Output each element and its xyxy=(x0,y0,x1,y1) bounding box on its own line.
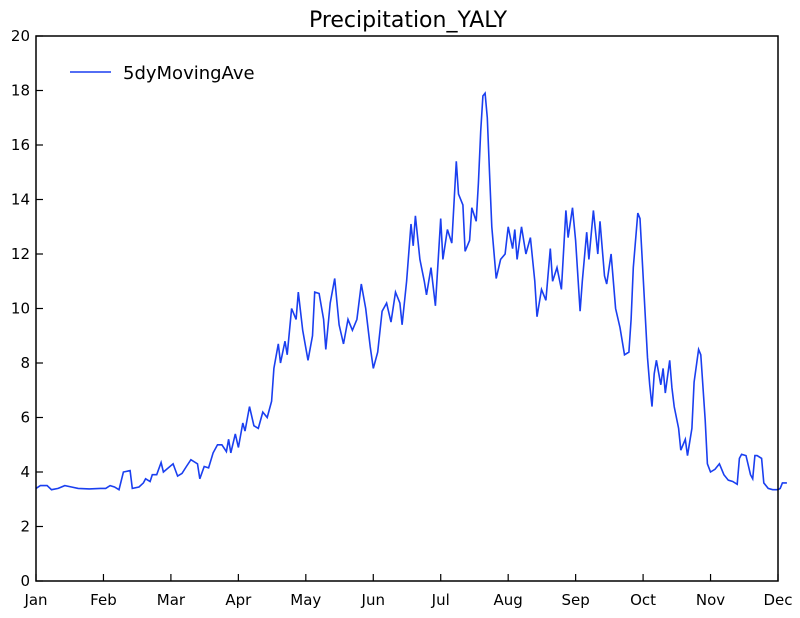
chart-title: Precipitation_YALY xyxy=(309,8,508,33)
x-axis: Jan Feb Mar Apr May Jun Jul Aug Sep Oct Nov Dec xyxy=(23,574,793,609)
y-axis: 0 2 4 6 8 10 12 14 16 18 20 xyxy=(11,27,43,590)
y-tick-label: 14 xyxy=(11,191,30,209)
y-tick-label: 18 xyxy=(11,82,30,100)
x-tick-label-dec: Dec xyxy=(763,591,792,609)
x-tick-label-jul: Jul xyxy=(431,591,450,609)
y-tick-label: 8 xyxy=(20,354,30,372)
plot-frame xyxy=(35,35,779,582)
x-tick-label-sep: Sep xyxy=(561,591,589,609)
x-tick-label-may: May xyxy=(290,591,321,609)
x-tick-label-jan: Jan xyxy=(23,591,47,609)
series-line-5dymovingave xyxy=(35,91,787,491)
y-tick-label: 20 xyxy=(11,27,30,45)
y-tick-label: 6 xyxy=(20,409,30,427)
legend: 5dyMovingAve xyxy=(70,63,255,84)
x-tick-label-mar: Mar xyxy=(157,591,186,609)
y-tick-label: 0 xyxy=(20,572,30,590)
legend-label: 5dyMovingAve xyxy=(123,63,255,84)
y-tick-label: 16 xyxy=(11,136,30,154)
x-tick-label-nov: Nov xyxy=(696,591,725,609)
x-tick-label-jun: Jun xyxy=(361,591,385,609)
y-tick-label: 10 xyxy=(11,300,30,318)
x-tick-label-oct: Oct xyxy=(630,591,656,609)
x-tick-label-apr: Apr xyxy=(225,591,252,609)
x-tick-label-feb: Feb xyxy=(90,591,117,609)
y-tick-label: 4 xyxy=(20,463,30,481)
y-tick-label: 12 xyxy=(11,245,30,263)
x-tick-label-aug: Aug xyxy=(494,591,523,609)
y-tick-label: 2 xyxy=(20,518,30,536)
